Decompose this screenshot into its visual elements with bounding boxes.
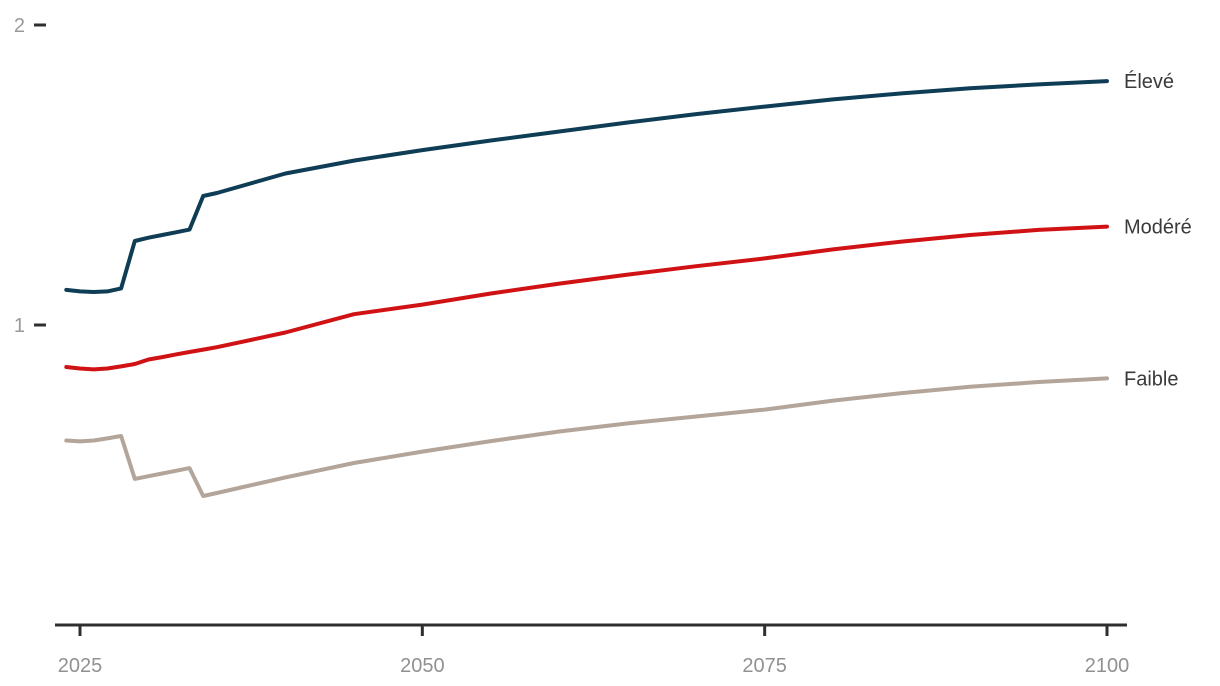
y-tick-label: 2 — [14, 15, 25, 37]
series-label-modere: Modéré — [1124, 217, 1192, 239]
series-line-modere — [64, 224, 1109, 372]
series-line-faible — [64, 376, 1109, 498]
x-tick-label: 2075 — [742, 655, 787, 677]
x-tick-label: 2025 — [58, 655, 103, 677]
series-line-eleve — [64, 79, 1109, 294]
series-label-eleve: Élevé — [1124, 70, 1174, 93]
x-tick-label: 2050 — [400, 655, 445, 677]
y-tick-label: 1 — [14, 315, 25, 337]
series-label-faible: Faible — [1124, 368, 1178, 390]
x-tick-label: 2100 — [1085, 655, 1130, 677]
